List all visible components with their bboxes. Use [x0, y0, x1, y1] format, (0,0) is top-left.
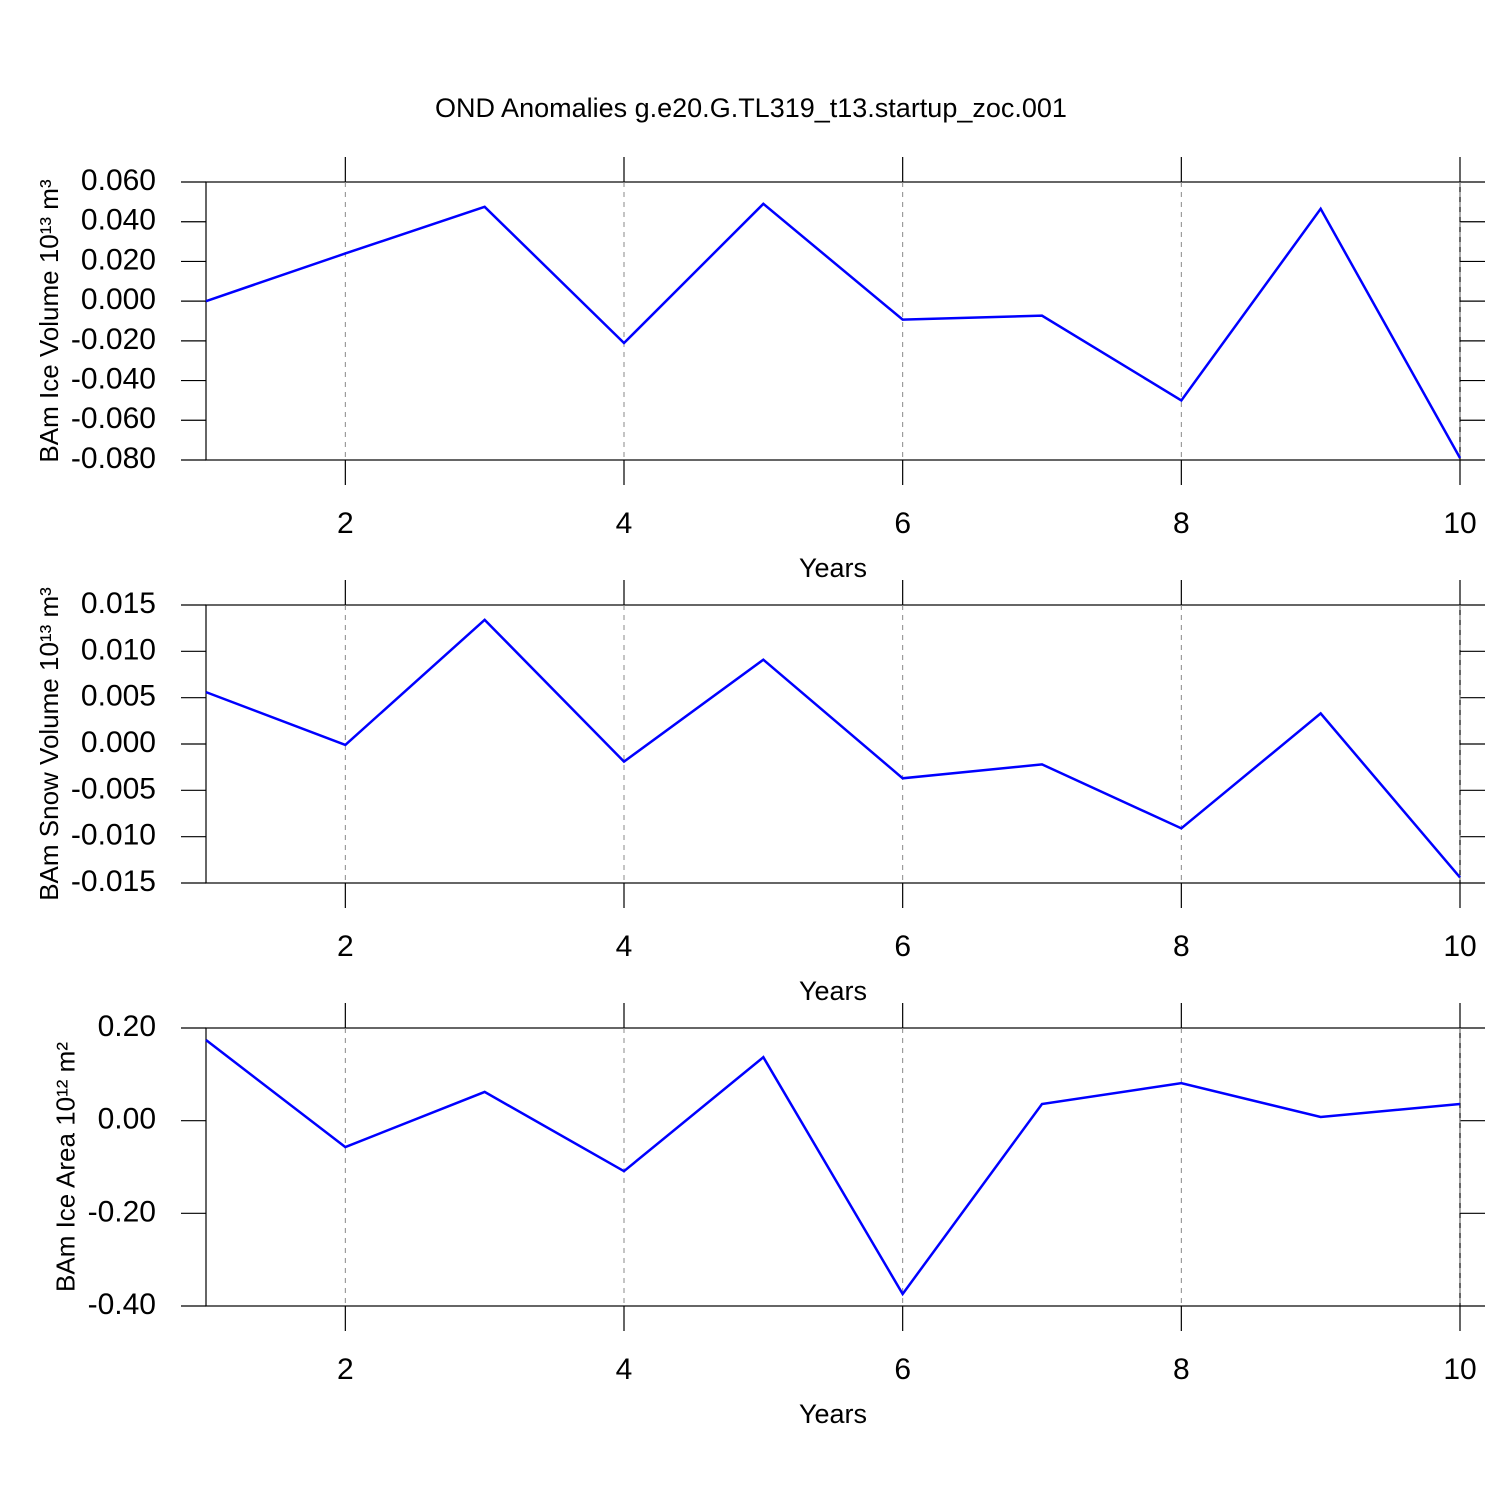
plot-frame: [205, 1027, 1461, 1307]
y-tick-label: 0.20: [98, 1010, 156, 1043]
x-tick-label: 4: [616, 507, 633, 540]
plot-frame: [205, 604, 1461, 884]
x-axis-label: Years: [799, 1399, 867, 1429]
y-tick-label: -0.20: [88, 1195, 156, 1228]
y-tick-label: -0.015: [71, 865, 156, 898]
y-tick-label: 0.020: [81, 243, 156, 276]
data-line: [205, 618, 1461, 879]
y-axis-label: BAm Ice Volume 10¹³ m³: [34, 179, 64, 463]
y-tick-label: -0.040: [71, 362, 156, 395]
x-tick-label: 6: [894, 1353, 911, 1386]
x-tick-label: 8: [1173, 507, 1190, 540]
x-tick-label: 4: [616, 930, 633, 963]
y-tick-label: 0.005: [81, 680, 156, 713]
figure-title: OND Anomalies g.e20.G.TL319_t13.startup_…: [435, 93, 1067, 123]
x-tick-label: 10: [1443, 1353, 1476, 1386]
x-tick-label: 6: [894, 507, 911, 540]
x-tick-label: 6: [894, 930, 911, 963]
data-line: [205, 202, 1462, 459]
y-axis-label: BAm Snow Volume 10¹³ m³: [34, 587, 64, 901]
x-tick-label: 8: [1173, 930, 1190, 963]
y-tick-label: 0.00: [98, 1103, 156, 1136]
y-tick-label: -0.40: [88, 1288, 156, 1321]
y-tick-label: 0.000: [81, 726, 156, 759]
x-tick-label: 10: [1443, 507, 1476, 540]
y-tick-label: 0.015: [81, 587, 156, 620]
x-tick-label: 2: [337, 1353, 354, 1386]
x-axis-label: Years: [799, 976, 867, 1006]
y-tick-label: 0.060: [81, 164, 156, 197]
y-tick-label: 0.000: [81, 283, 156, 316]
y-tick-label: -0.020: [71, 323, 156, 356]
y-axis-label: BAm Ice Area 10¹² m²: [50, 1042, 80, 1292]
x-tick-label: 4: [616, 1353, 633, 1386]
y-tick-label: 0.040: [81, 204, 156, 237]
x-tick-label: 8: [1173, 1353, 1190, 1386]
y-tick-label: -0.060: [71, 402, 156, 435]
data-line: [205, 1039, 1461, 1297]
y-tick-label: -0.080: [71, 442, 156, 475]
y-tick-label: -0.005: [71, 772, 156, 805]
x-tick-label: 2: [337, 930, 354, 963]
y-tick-label: 0.010: [81, 633, 156, 666]
y-tick-label: -0.010: [71, 819, 156, 852]
x-tick-label: 10: [1443, 930, 1476, 963]
x-tick-label: 2: [337, 507, 354, 540]
plot-frame: [205, 181, 1461, 461]
x-axis-label: Years: [799, 553, 867, 583]
